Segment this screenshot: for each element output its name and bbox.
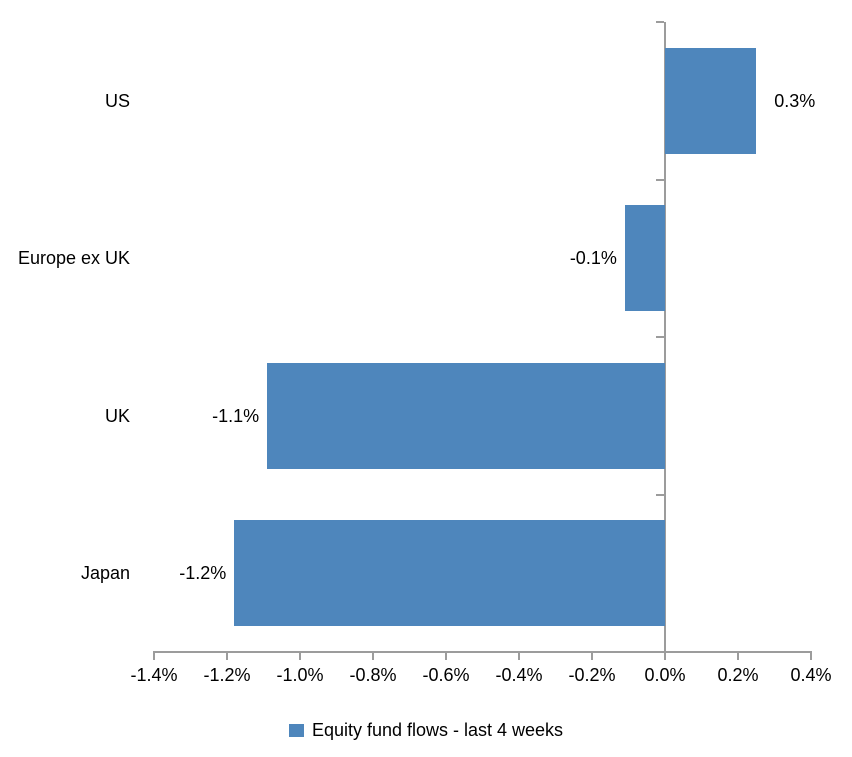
x-tick-label: 0.0% [644,665,686,685]
value-label-europe-ex-uk: -0.1% [569,248,617,269]
x-tick [737,653,739,660]
value-label-japan: -1.2% [179,563,227,584]
x-tick [518,653,520,660]
x-tick-label: -0.6% [422,665,470,685]
bar-japan [234,520,665,627]
x-tick [810,653,812,660]
x-tick-label: 0.2% [717,665,759,685]
x-tick [153,653,155,660]
x-tick-label: 0.4% [790,665,832,685]
x-tick-label: -1.0% [276,665,324,685]
y-axis-line [664,22,666,652]
x-tick [372,653,374,660]
bar-uk [267,362,665,469]
legend: Equity fund flows - last 4 weeks [0,718,852,742]
category-label-uk: UK [104,405,130,426]
x-tick [299,653,301,660]
value-label-us: 0.3% [774,90,816,111]
category-label-us: US [104,90,130,111]
legend-marker-icon [288,723,304,737]
value-label-uk: -1.1% [212,405,260,426]
x-tick-label: -0.2% [568,665,616,685]
x-tick [591,653,593,660]
x-tick-label: -0.4% [495,665,543,685]
category-label-japan: Japan [80,563,130,584]
x-axis-line [153,651,812,653]
x-tick [445,653,447,660]
y-tick [656,336,664,338]
x-tick-label: -1.2% [203,665,251,685]
bar-europe-ex-uk [624,205,665,312]
legend-label: Equity fund flows - last 4 weeks [311,720,564,740]
x-tick-label: -1.4% [130,665,178,685]
y-tick [656,21,664,23]
y-tick [656,178,664,181]
y-tick [656,493,664,496]
bar-us [665,47,757,154]
x-tick-label: -0.8% [349,665,397,685]
category-label-europe-ex-uk: Europe ex UK [17,248,130,269]
x-tick [226,653,228,660]
x-tick [664,653,666,660]
